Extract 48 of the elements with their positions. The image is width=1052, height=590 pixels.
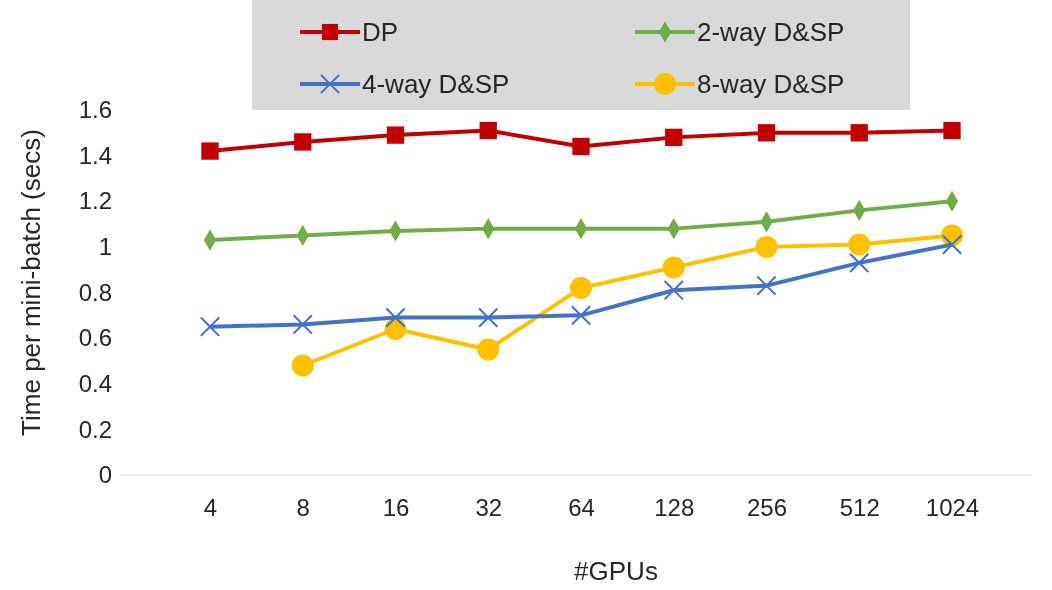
point [199,316,221,337]
point [201,142,219,160]
point [385,307,406,328]
x-tick-label: 64 [568,494,595,522]
y-tick-label: 1.2 [78,187,112,215]
y-tick-label: 1.6 [78,96,112,124]
point [570,305,592,326]
point [386,126,405,144]
x-axis-title: #GPUs [574,556,658,586]
x-tick-label: 256 [746,494,788,522]
point [477,338,500,361]
y-axis-title: Time per mini-batch (secs) [16,129,46,436]
y-tick-label: 1.4 [78,141,112,169]
legend-label: 4-way D&SP [362,69,510,99]
point [291,354,314,377]
y-tick-label: 0.8 [78,278,112,306]
y-tick-label: 0.6 [78,324,112,352]
x-tick-label: 512 [839,494,880,522]
y-tick-label: 0.2 [78,415,112,443]
point [570,276,592,299]
point [941,234,963,255]
point [755,235,778,258]
point [757,124,776,142]
point [292,314,313,335]
point [663,280,684,301]
point [848,233,871,256]
point [572,137,590,156]
legend-label: DP [362,17,399,47]
legend-label: 2-way D&SP [697,17,845,47]
x-tick-label: 1024 [925,494,980,522]
point [479,121,497,140]
point [756,275,777,296]
x-tick-label: 16 [382,494,410,522]
y-tick-label: 0.4 [78,369,112,397]
y-tick-label: 1 [98,233,112,261]
point [849,252,870,273]
x-tick-label: 32 [475,494,503,522]
x-tick-label: 128 [654,494,695,522]
point [662,256,685,279]
point [294,133,312,151]
x-tick-label: 8 [296,494,310,522]
point [943,121,961,140]
x-tick-label: 4 [203,494,218,522]
point [850,124,868,142]
legend-label: 8-way D&SP [697,69,845,99]
point [478,307,499,328]
point [665,128,683,147]
y-tick-label: 0 [98,461,112,489]
